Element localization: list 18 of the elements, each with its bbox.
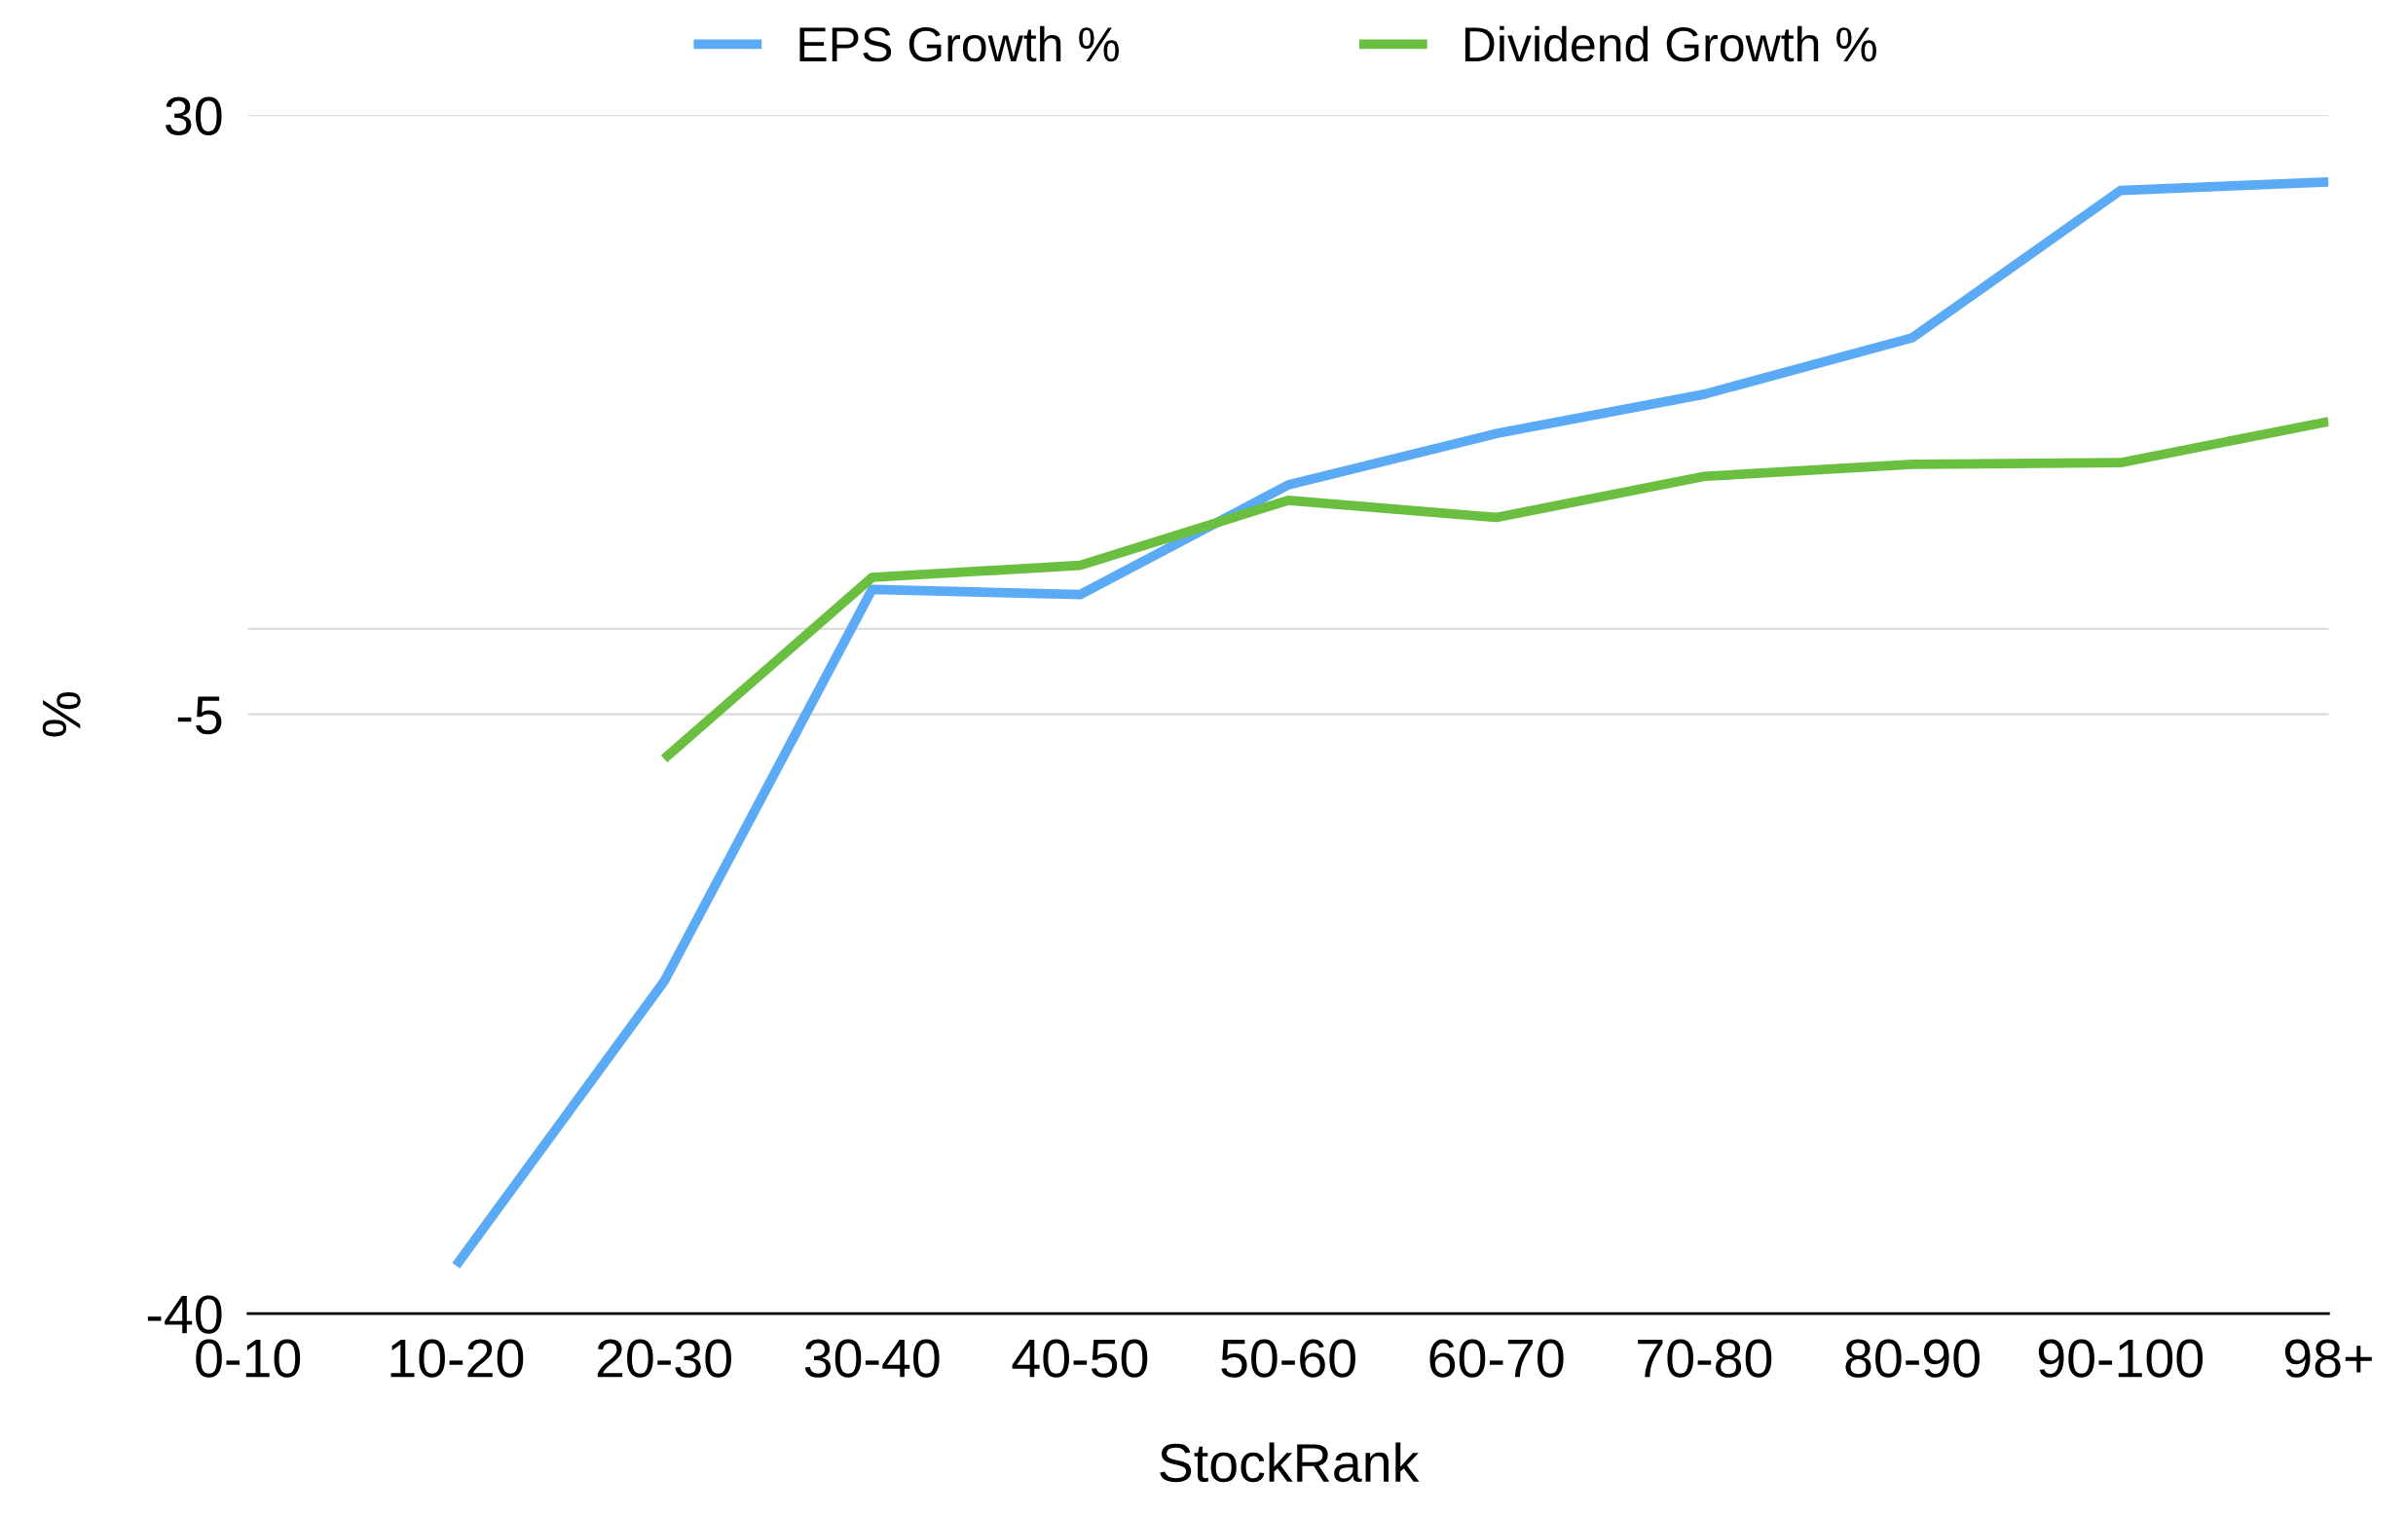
x-tick-label: 30-40 — [804, 1339, 940, 1378]
x-tick-label: 98+ — [2284, 1339, 2372, 1378]
x-tick-label: 50-60 — [1221, 1339, 1355, 1378]
y-tick-label: -40 — [147, 1295, 222, 1334]
y-axis-title: % — [42, 691, 81, 737]
y-tick-label: -5 — [177, 696, 222, 735]
x-tick-label: 0-10 — [196, 1339, 301, 1378]
x-tick-label: 90-100 — [2038, 1339, 2204, 1378]
x-tick-label: 20-30 — [597, 1339, 731, 1378]
y-tick-label: 30 — [166, 96, 222, 135]
x-tick-label: 60-70 — [1429, 1339, 1564, 1378]
legend-label: Dividend Growth % — [1464, 25, 1876, 62]
x-tick-label: 10-20 — [390, 1339, 524, 1378]
x-tick-label: 40-50 — [1012, 1339, 1148, 1378]
x-axis-title: StockRank — [1160, 1442, 1420, 1483]
x-tick-label: 80-90 — [1845, 1339, 1980, 1378]
legend-label: EPS Growth % — [799, 25, 1120, 62]
x-tick-label: 70-80 — [1638, 1339, 1772, 1378]
